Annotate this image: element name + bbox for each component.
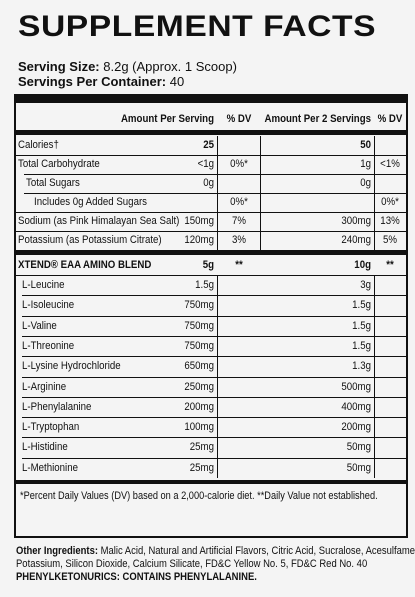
- amino-amount: 25mg: [189, 461, 214, 474]
- blend-dv: **: [235, 259, 243, 271]
- row-divider: [22, 396, 406, 398]
- amino-amount-2: 50mg: [346, 441, 371, 454]
- amino-name: L-Arginine: [22, 380, 67, 393]
- facts-table: Amount Per Serving % DV Amount Per 2 Servi…: [14, 94, 408, 538]
- nutrient-dv-2: 0%*: [381, 196, 399, 208]
- amino-name: L-Isoleucine: [22, 299, 75, 312]
- amino-amount-2: 1.3g: [352, 360, 371, 373]
- nutrient-amount-2: 0g: [360, 177, 371, 189]
- amino-name: L-Phenylalanine: [22, 400, 92, 413]
- amino-name: L-Tryptophan: [22, 421, 80, 434]
- amino-amount: 750mg: [184, 339, 214, 352]
- row-divider: [22, 356, 406, 358]
- amino-amount-2: 1.5g: [352, 339, 371, 352]
- header-per-serving: Amount Per Serving: [120, 113, 214, 125]
- amino-amount: 200mg: [184, 400, 214, 413]
- amino-name: L-Lysine Hydrochloride: [22, 360, 121, 373]
- column-divider: [374, 275, 375, 478]
- amino-amount-2: 500mg: [341, 380, 371, 393]
- amino-amount: 100mg: [184, 421, 214, 434]
- nutrient-amount: 0g: [203, 177, 214, 189]
- nutrient-name: Total Sugars: [26, 177, 80, 189]
- nutrient-name: Sodium (as Pink Himalayan Sea Salt): [18, 215, 180, 227]
- amino-name: L-Leucine: [22, 279, 65, 291]
- amino-amount: 25mg: [189, 441, 214, 454]
- nutrient-amount-2: 1g: [360, 158, 371, 170]
- nutrient-dv: 7%: [232, 215, 246, 227]
- servings-per-container: Servings Per Container: 40: [18, 74, 185, 89]
- amino-amount: 250mg: [184, 380, 214, 393]
- row-divider: [16, 130, 406, 135]
- panel-title: SUPPLEMENT FACTS: [18, 10, 377, 43]
- row-divider: [22, 457, 406, 459]
- column-divider: [217, 136, 218, 250]
- nutrient-dv: 3%: [232, 234, 246, 246]
- header-per-2-servings: Amount Per 2 Servings: [264, 113, 371, 125]
- header-dv-2: % DV: [377, 113, 403, 125]
- amino-amount-2: 3g: [360, 279, 371, 291]
- nutrient-name: Total Carbohydrate: [18, 158, 100, 170]
- amino-amount-2: 200mg: [341, 421, 371, 434]
- nutrient-amount: <1g: [197, 158, 214, 170]
- row-divider: [16, 231, 406, 232]
- row-divider: [22, 417, 406, 419]
- amino-amount-2: 1.5g: [352, 299, 371, 312]
- nutrient-name: Includes 0g Added Sugars: [34, 196, 148, 208]
- amino-name: L-Histidine: [22, 441, 68, 454]
- row-divider: [24, 193, 406, 194]
- nutrient-dv-2: <1%: [380, 158, 400, 170]
- nutrient-name: Potassium (as Potassium Citrate): [18, 234, 162, 246]
- pku-warning: PHENYLKETONURICS: CONTAINS PHENYLALANINE…: [16, 571, 257, 583]
- amino-name: L-Threonine: [22, 339, 75, 352]
- nutrient-amount-2: 300mg: [341, 215, 371, 227]
- row-divider: [16, 250, 406, 255]
- nutrient-dv-2: 13%: [380, 215, 400, 227]
- nutrient-amount-2: 50: [360, 139, 371, 151]
- blend-amount: 5g: [202, 259, 214, 271]
- other-ingredients: Other Ingredients: Malic Acid, Natural a…: [16, 545, 415, 557]
- row-divider: [22, 376, 406, 378]
- row-divider: [22, 315, 406, 317]
- nutrient-name: Calories†: [18, 139, 59, 151]
- blend-name: XTEND® EAA AMINO BLEND: [18, 259, 152, 271]
- amino-amount: 650mg: [184, 360, 214, 373]
- row-divider: [22, 437, 406, 439]
- blend-amount-2: 10g: [354, 259, 371, 271]
- nutrient-amount: 25: [203, 139, 214, 151]
- amino-amount-2: 400mg: [341, 400, 371, 413]
- other-ingredients-cont: Potassium, Silicon Dioxide, Calcium Sili…: [16, 558, 368, 570]
- blend-dv-2: **: [386, 259, 394, 271]
- row-divider: [22, 335, 406, 337]
- serving-size: Serving Size: 8.2g (Approx. 1 Scoop): [18, 59, 237, 74]
- header-dv: % DV: [226, 113, 252, 125]
- column-divider: [260, 136, 261, 250]
- row-divider: [16, 275, 406, 276]
- amino-amount: 750mg: [184, 299, 214, 312]
- amino-amount-2: 50mg: [346, 461, 371, 474]
- amino-name: L-Valine: [22, 319, 57, 332]
- footnote: *Percent Daily Values (DV) based on a 2,…: [20, 490, 378, 502]
- amino-name: L-Methionine: [22, 461, 78, 474]
- nutrient-dv: 0%*: [230, 158, 248, 170]
- row-divider: [24, 174, 406, 175]
- nutrient-dv-2: 5%: [383, 234, 397, 246]
- column-divider: [217, 275, 218, 478]
- nutrient-amount-2: 240mg: [341, 234, 371, 246]
- amino-amount: 1.5g: [195, 279, 214, 291]
- row-divider: [16, 155, 406, 156]
- amino-amount: 750mg: [184, 319, 214, 332]
- row-divider: [16, 212, 406, 213]
- nutrient-amount: 120mg: [184, 234, 214, 246]
- amino-amount-2: 1.5g: [352, 319, 371, 332]
- row-divider: [22, 295, 406, 297]
- column-divider: [374, 136, 375, 250]
- nutrient-amount: 150mg: [184, 215, 214, 227]
- row-divider: [16, 480, 406, 484]
- nutrient-dv: 0%*: [230, 196, 248, 208]
